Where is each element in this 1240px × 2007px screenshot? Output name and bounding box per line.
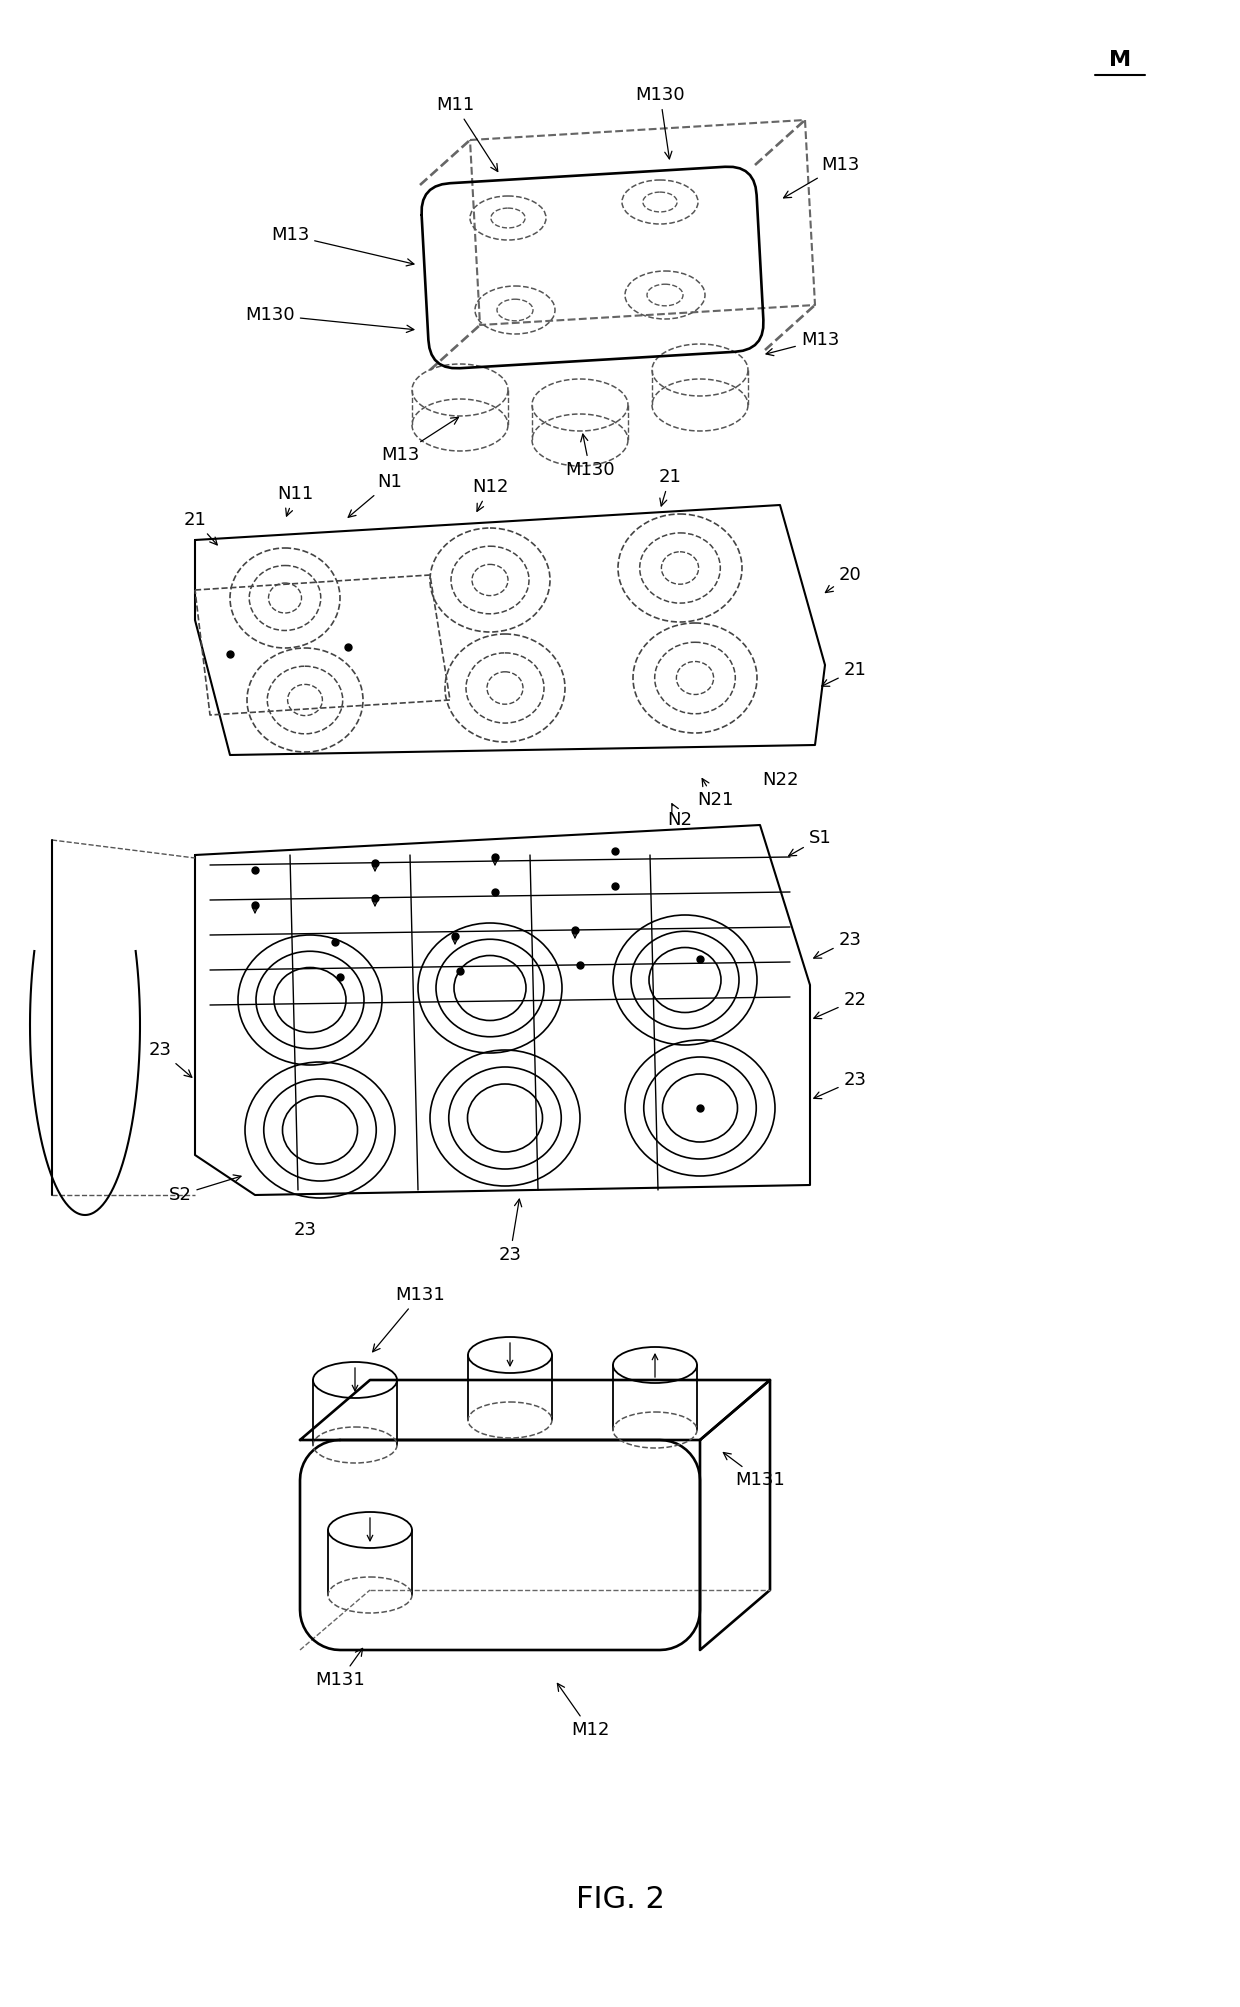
- Text: M13: M13: [270, 227, 414, 265]
- Text: N21: N21: [697, 779, 733, 809]
- Text: M13: M13: [766, 331, 839, 355]
- Text: 23: 23: [498, 1198, 522, 1264]
- Text: S2: S2: [169, 1174, 241, 1204]
- Text: M131: M131: [315, 1648, 365, 1690]
- Text: 23: 23: [813, 1072, 867, 1098]
- Text: M130: M130: [635, 86, 684, 159]
- Text: 21: 21: [658, 468, 682, 506]
- Text: M11: M11: [436, 96, 497, 171]
- Text: M131: M131: [723, 1453, 785, 1489]
- Text: S1: S1: [789, 829, 831, 855]
- Text: N12: N12: [471, 478, 508, 512]
- Text: 21: 21: [822, 660, 867, 686]
- Text: M130: M130: [246, 305, 414, 333]
- Text: N2: N2: [667, 803, 692, 829]
- Text: N1: N1: [348, 474, 403, 518]
- Text: N22: N22: [761, 771, 799, 789]
- Text: 23: 23: [294, 1220, 316, 1238]
- Text: 23: 23: [149, 1042, 192, 1078]
- Text: M13: M13: [784, 157, 859, 199]
- Text: M131: M131: [373, 1286, 445, 1353]
- Text: 23: 23: [813, 931, 862, 957]
- Text: M12: M12: [558, 1684, 609, 1738]
- Text: 20: 20: [826, 566, 862, 592]
- Text: M130: M130: [565, 434, 615, 480]
- Text: FIG. 2: FIG. 2: [575, 1885, 665, 1915]
- Text: M13: M13: [381, 417, 459, 464]
- Text: 21: 21: [184, 512, 217, 544]
- Text: N11: N11: [277, 486, 314, 516]
- Text: M: M: [1109, 50, 1131, 70]
- Text: 22: 22: [813, 991, 867, 1020]
